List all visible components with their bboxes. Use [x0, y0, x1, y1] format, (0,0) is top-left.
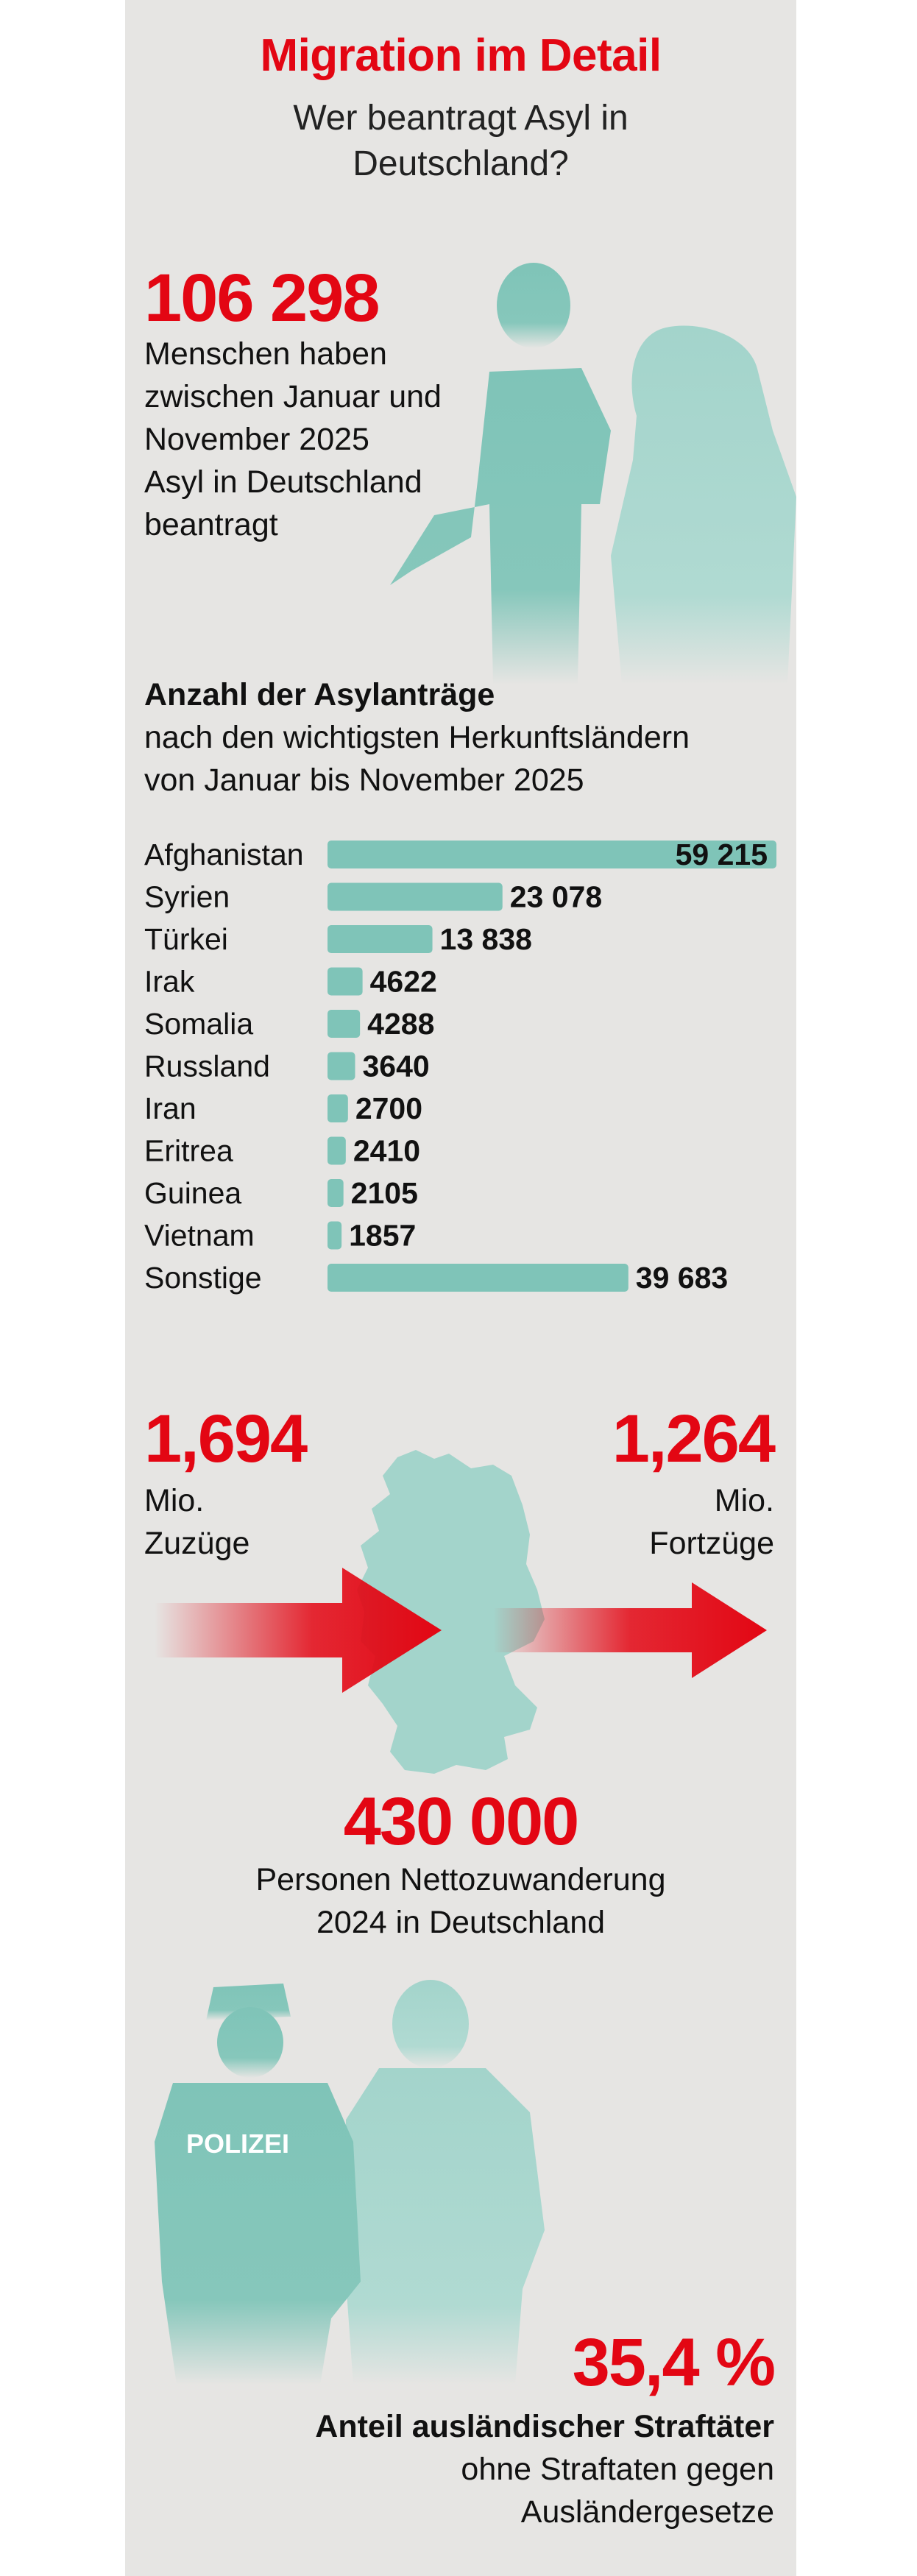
bar-türkei: [328, 925, 433, 953]
chart-title: Anzahl der Asylanträge: [144, 677, 495, 712]
bar-guinea: [328, 1179, 344, 1207]
migration-flow-graphic: [155, 1450, 767, 1774]
crime-percent: 35,4 %: [572, 2325, 776, 2400]
bar-category-label: Iran: [144, 1091, 196, 1125]
asylum-text-line: beantragt: [144, 507, 278, 542]
outbound-unit: Mio.: [714, 1483, 774, 1518]
bar-value-label: 1857: [349, 1219, 416, 1253]
asylum-bar-chart: Afghanistan 59 215 Syrien 23 078 Türkei 13 83…: [144, 838, 776, 1295]
bar-iran: [328, 1094, 348, 1122]
inbound-number: 1,694: [144, 1401, 308, 1476]
police-head: [217, 2007, 283, 2078]
chart-subtitle-line-1: nach den wichtigsten Herkunftsländern: [144, 720, 690, 755]
bar-category-label: Irak: [144, 965, 195, 999]
crime-label-line-3: Ausländergesetze: [520, 2494, 774, 2530]
asylum-seekers-illustration: [390, 263, 796, 684]
page-title: Migration im Detail: [260, 30, 662, 81]
bar-category-label: Syrien: [144, 880, 230, 914]
inbound-unit: Mio.: [144, 1483, 205, 1518]
police-illustration: POLIZEI: [155, 1980, 545, 2385]
bar-category-label: Vietnam: [144, 1219, 255, 1253]
asylum-text-line: Menschen haben: [144, 336, 387, 372]
bar-syrien: [328, 882, 503, 911]
bar-eritrea: [328, 1136, 346, 1165]
page-subtitle: Wer beantragt Asyl in Deutschland?: [125, 96, 796, 187]
subtitle-line-1: Wer beantragt Asyl in: [293, 99, 629, 138]
bar-value-label: 59 215: [676, 838, 768, 871]
bar-category-label: Guinea: [144, 1176, 241, 1210]
bar-category-label: Afghanistan: [144, 838, 304, 871]
asylum-text-line: Asyl in Deutschland: [144, 464, 422, 500]
outbound-caption: Fortzüge: [649, 1526, 774, 1561]
bar-value-label: 2700: [355, 1091, 422, 1125]
asylum-text-line: zwischen Januar und: [144, 379, 442, 414]
bar-category-label: Somalia: [144, 1007, 253, 1041]
inbound-label: Mio. Zuzüge: [144, 1479, 249, 1565]
infographic-panel: Migration im Detail Wer beantragt Asyl i…: [125, 0, 796, 2576]
bar-category-label: Eritrea: [144, 1134, 233, 1168]
suspect-body: [346, 2068, 545, 2385]
net-migration-line-1: Personen Nettozuwanderung: [255, 1862, 666, 1897]
bar-value-label: 3640: [362, 1050, 429, 1083]
bar-russland: [328, 1052, 355, 1080]
bar-value-label: 4288: [367, 1007, 434, 1041]
inbound-caption: Zuzüge: [144, 1526, 250, 1561]
net-migration-line-2: 2024 in Deutschland: [316, 1905, 606, 1940]
bar-sonstige: [328, 1264, 629, 1292]
bar-value-label: 23 078: [510, 880, 602, 914]
bar-value-label: 2410: [353, 1134, 420, 1168]
asylum-text-line: November 2025: [144, 422, 369, 457]
net-migration-label: Personen Nettozuwanderung 2024 in Deutsc…: [125, 1858, 796, 1944]
outbound-arrow: [493, 1582, 767, 1678]
bar-value-label: 39 683: [636, 1261, 728, 1295]
bar-value-label: 4622: [370, 965, 437, 999]
bar-afghanistan: [328, 841, 776, 868]
bar-category-label: Russland: [144, 1050, 270, 1083]
bar-category-label: Türkei: [144, 922, 228, 956]
crime-description: Anteil ausländischer Straftäter ohne Str…: [315, 2405, 774, 2533]
chart-subtitle-line-2: von Januar bis November 2025: [144, 762, 584, 798]
bar-category-label: Sonstige: [144, 1261, 262, 1295]
police-vest-label: POLIZEI: [186, 2129, 289, 2159]
inbound-arrow: [155, 1568, 442, 1693]
outbound-number: 1,264: [612, 1401, 776, 1476]
suspect-head: [392, 1980, 469, 2068]
net-migration-number: 430 000: [343, 1784, 580, 1859]
germany-map: [357, 1450, 545, 1774]
bar-vietnam: [328, 1221, 342, 1250]
woman-figure: [611, 325, 796, 684]
asylum-total-number: 106 298: [144, 261, 380, 336]
bar-value-label: 13 838: [440, 922, 532, 956]
man-head: [497, 263, 570, 348]
man-body: [390, 368, 611, 684]
outbound-label: Mio. Fortzüge: [649, 1479, 774, 1565]
crime-label-line-2: ohne Straftaten gegen: [461, 2452, 774, 2487]
asylum-total-description: Menschen haben zwischen Januar und Novem…: [144, 333, 442, 546]
bar-value-label: 2105: [351, 1176, 418, 1210]
bar-irak: [328, 967, 363, 996]
crime-label-bold: Anteil ausländischer Straftäter: [315, 2409, 774, 2444]
subtitle-line-2: Deutschland?: [353, 144, 569, 183]
chart-heading: Anzahl der Asylanträge nach den wichtigs…: [144, 673, 690, 802]
police-body: [155, 2083, 361, 2385]
police-cap: [206, 1984, 291, 2020]
bar-somalia: [328, 1010, 361, 1038]
